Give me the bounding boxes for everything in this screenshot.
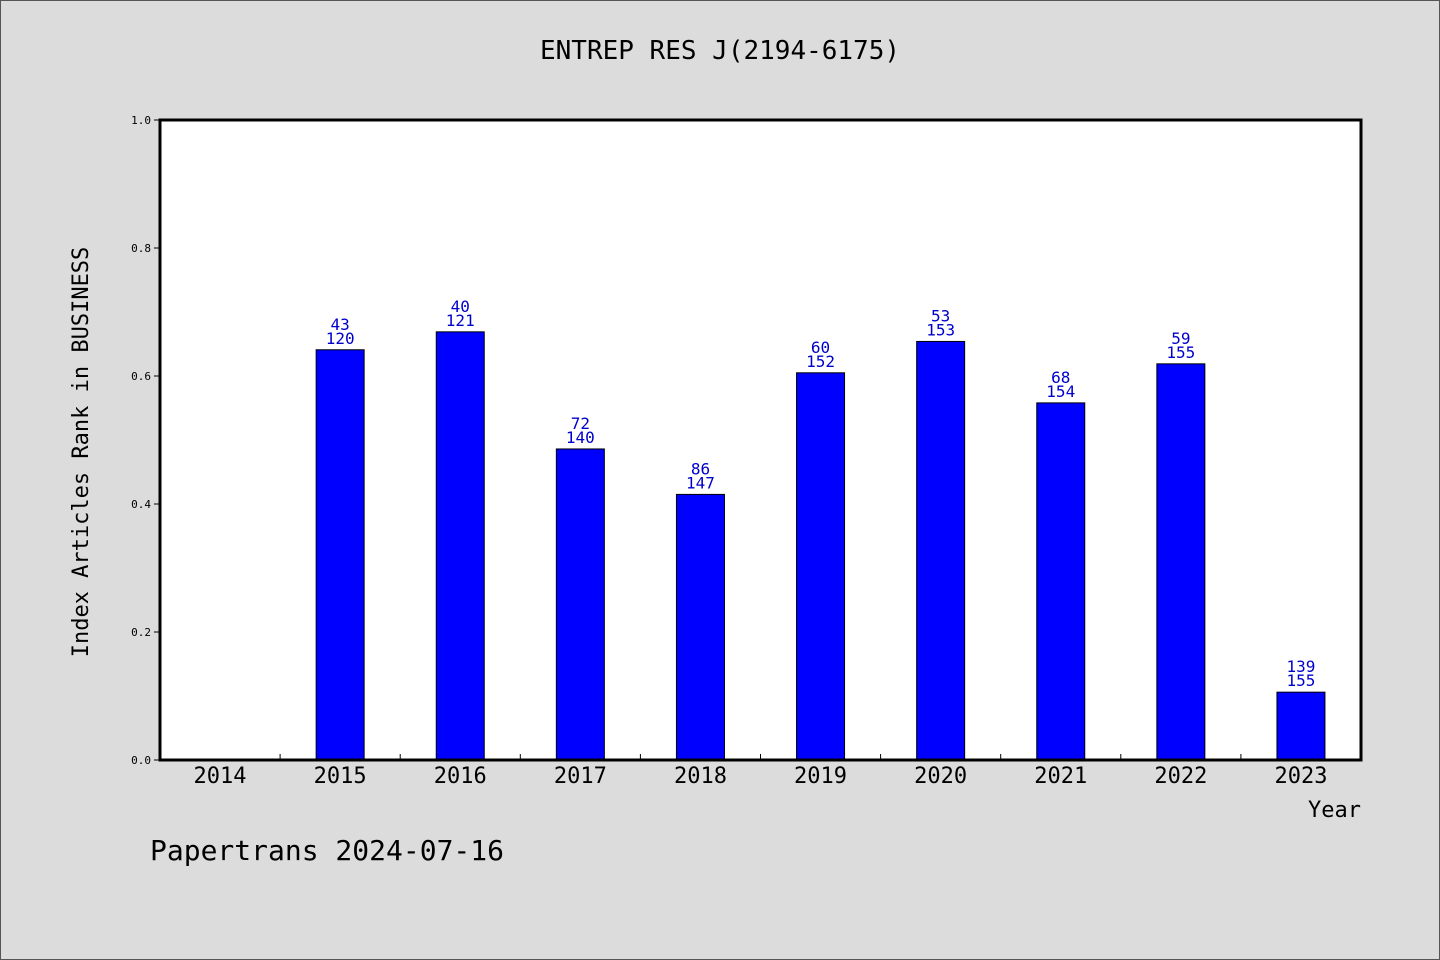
x-tick-label-2019: 2019	[794, 764, 847, 789]
x-tick-label-2018: 2018	[674, 764, 727, 789]
rank-label-2018: 86	[691, 459, 710, 478]
y-tick-label: 0.2	[131, 626, 151, 639]
bar-2016	[435, 331, 485, 761]
y-tick-label: 0.4	[131, 498, 151, 511]
x-tick-label-2022: 2022	[1154, 764, 1207, 789]
total-label-2018: 147	[686, 473, 715, 492]
bar-2021	[1036, 402, 1086, 761]
y-axis-label: Index Articles Rank in BUSINESS	[69, 247, 94, 658]
total-label-2020: 153	[926, 320, 955, 339]
y-tick-label: 0.6	[131, 370, 151, 383]
rank-label-2022: 59	[1171, 329, 1190, 348]
x-tick-label-2016: 2016	[434, 764, 487, 789]
bar-2018	[675, 493, 725, 761]
bar-2017	[555, 448, 605, 761]
y-tick-label: 0.8	[131, 242, 151, 255]
rank-label-2020: 53	[931, 306, 950, 325]
rank-label-2019: 60	[811, 338, 830, 357]
plot-border	[158, 118, 1363, 762]
total-label-2017: 140	[566, 428, 595, 447]
bar-2022	[1156, 363, 1206, 761]
total-label-2022: 155	[1166, 343, 1195, 362]
x-tick-label-2017: 2017	[554, 764, 607, 789]
x-tick-label-2015: 2015	[314, 764, 367, 789]
rank-label-2015: 43	[331, 315, 350, 334]
bar-2023	[1276, 691, 1326, 761]
x-axis-label: Year	[1308, 798, 1361, 823]
bar-2020	[916, 340, 966, 761]
total-label-2016: 121	[446, 311, 475, 330]
rank-label-2017: 72	[571, 414, 590, 433]
rank-label-2023: 139	[1286, 657, 1315, 676]
total-label-2021: 154	[1046, 382, 1075, 401]
y-tick-label: 1.0	[131, 114, 151, 127]
rank-label-2016: 40	[451, 297, 470, 316]
total-label-2023: 155	[1286, 671, 1315, 690]
total-label-2019: 152	[806, 352, 835, 371]
rank-label-2021: 68	[1051, 368, 1070, 387]
x-tick-label-2021: 2021	[1034, 764, 1087, 789]
chart-title: ENTREP RES J(2194-6175)	[539, 36, 901, 66]
bar-2015	[315, 349, 365, 761]
x-tick-label-2020: 2020	[914, 764, 967, 789]
x-tick-label-2014: 2014	[194, 764, 247, 789]
footer-stamp: Papertrans 2024-07-16	[150, 834, 505, 867]
bar-2019	[796, 372, 846, 761]
y-tick-label: 0.0	[131, 754, 151, 767]
x-tick-label-2023: 2023	[1274, 764, 1327, 789]
total-label-2015: 120	[326, 329, 355, 348]
